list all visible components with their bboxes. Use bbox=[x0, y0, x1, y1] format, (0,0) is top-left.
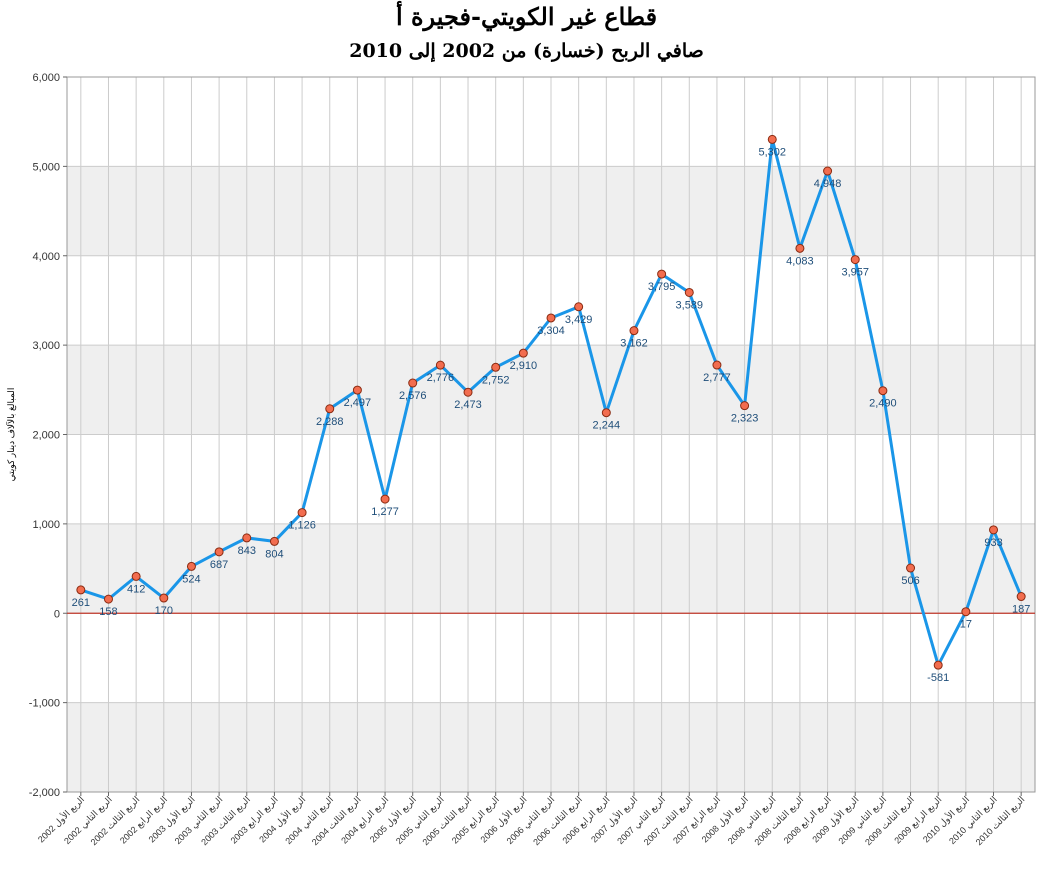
data-point bbox=[574, 302, 584, 312]
data-point bbox=[269, 536, 279, 546]
data-label: 261 bbox=[72, 597, 90, 609]
x-tick-label: الربع الأول 2004 bbox=[257, 794, 309, 846]
data-point bbox=[546, 313, 556, 323]
data-point bbox=[463, 387, 473, 397]
data-point bbox=[795, 243, 805, 253]
data-point bbox=[103, 594, 113, 604]
data-point bbox=[435, 360, 445, 370]
data-point bbox=[767, 134, 777, 144]
data-label: 687 bbox=[210, 559, 228, 571]
data-label: 2,323 bbox=[731, 413, 759, 425]
data-point bbox=[159, 593, 169, 603]
data-label: 158 bbox=[99, 606, 117, 618]
x-tick-label: الربع الأول 2009 bbox=[810, 794, 862, 846]
data-label: 2,473 bbox=[454, 399, 482, 411]
data-point bbox=[380, 494, 390, 504]
data-label: 2,777 bbox=[703, 372, 731, 384]
data-point bbox=[1016, 592, 1026, 602]
data-point bbox=[76, 585, 86, 595]
data-point bbox=[823, 166, 833, 176]
y-tick-label: -2,000 bbox=[29, 787, 60, 799]
chart-subtitle: صافي الربح (خسارة) من 2002 إلى 2010 bbox=[349, 40, 704, 62]
data-label: 412 bbox=[127, 583, 145, 595]
data-point bbox=[186, 561, 196, 571]
data-point bbox=[878, 386, 888, 396]
data-label: 17 bbox=[960, 619, 972, 631]
y-tick-label: 1,000 bbox=[32, 519, 60, 531]
data-label: 4,083 bbox=[786, 255, 814, 267]
data-label: 2,288 bbox=[316, 416, 344, 428]
data-points bbox=[76, 134, 1026, 670]
data-label: 2,244 bbox=[593, 420, 621, 432]
data-label: 3,589 bbox=[676, 299, 704, 311]
data-point bbox=[961, 607, 971, 617]
data-label: 1,277 bbox=[371, 506, 399, 518]
data-point bbox=[214, 547, 224, 557]
x-tick-label: الربع الأول 2003 bbox=[146, 794, 198, 846]
data-point bbox=[906, 563, 916, 573]
data-label: 1,126 bbox=[288, 520, 316, 532]
data-label: 187 bbox=[1012, 604, 1030, 616]
data-point bbox=[242, 533, 252, 543]
data-point bbox=[740, 401, 750, 411]
x-tick-label: الربع الأول 2005 bbox=[367, 794, 419, 846]
y-tick-label: 4,000 bbox=[32, 251, 60, 263]
y-tick-label: 0 bbox=[54, 608, 60, 620]
data-label: 804 bbox=[265, 548, 283, 560]
data-label: 2,490 bbox=[869, 398, 897, 410]
data-point bbox=[352, 385, 362, 395]
x-tick-label: الربع الأول 2008 bbox=[699, 794, 751, 846]
data-label: 3,957 bbox=[841, 267, 869, 279]
data-label: 3,795 bbox=[648, 281, 676, 293]
data-label: 843 bbox=[238, 545, 256, 557]
chart-title: قطاع غير الكويتي-فجيرة أ bbox=[395, 2, 658, 31]
data-point bbox=[131, 571, 141, 581]
x-tick-label: الربع الأول 2006 bbox=[478, 794, 530, 846]
data-label: 2,497 bbox=[344, 397, 372, 409]
data-label: 933 bbox=[984, 537, 1002, 549]
y-axis-label: المبالغ بالآلاف دينار كويتي bbox=[6, 388, 17, 482]
x-tick-label: الربع الأول 2010 bbox=[920, 794, 972, 846]
data-label: 4,948 bbox=[814, 178, 842, 190]
y-axis-ticks: -2,000 -1,000 0 1,000 2,000 3,000 4,000 5,000 6,… bbox=[29, 72, 67, 799]
data-point bbox=[518, 348, 528, 358]
data-label: 524 bbox=[182, 573, 200, 585]
data-label: 3,162 bbox=[620, 338, 648, 350]
data-label: 3,429 bbox=[565, 314, 593, 326]
data-point bbox=[325, 404, 335, 414]
data-label: 170 bbox=[155, 605, 173, 617]
data-label: -581 bbox=[927, 672, 949, 684]
data-label: 5,302 bbox=[758, 146, 786, 158]
data-point bbox=[629, 326, 639, 336]
data-point bbox=[657, 269, 667, 279]
y-tick-label: 6,000 bbox=[32, 72, 60, 84]
y-tick-label: 3,000 bbox=[32, 340, 60, 352]
data-label: 2,910 bbox=[510, 360, 538, 372]
x-tick-label: الربع الأول 2002 bbox=[35, 794, 87, 846]
vertical-gridlines bbox=[80, 77, 1022, 792]
data-point bbox=[850, 255, 860, 265]
data-point bbox=[408, 378, 418, 388]
data-point bbox=[297, 508, 307, 518]
x-tick-label: الربع الثالث 2010 bbox=[974, 794, 1028, 848]
y-tick-label: -1,000 bbox=[29, 698, 60, 710]
data-label: 2,576 bbox=[399, 390, 427, 402]
x-tick-label: الربع الأول 2007 bbox=[588, 794, 640, 846]
data-point bbox=[491, 362, 501, 372]
data-label: 506 bbox=[901, 575, 919, 587]
data-label: 2,752 bbox=[482, 374, 510, 386]
y-tick-label: 2,000 bbox=[32, 430, 60, 442]
data-point bbox=[712, 360, 722, 370]
data-point bbox=[601, 408, 611, 418]
data-point bbox=[989, 525, 999, 535]
data-point bbox=[684, 287, 694, 297]
y-tick-label: 5,000 bbox=[32, 161, 60, 173]
data-label: 2,776 bbox=[427, 372, 455, 384]
data-point bbox=[933, 660, 943, 670]
data-label: 3,304 bbox=[537, 325, 565, 337]
